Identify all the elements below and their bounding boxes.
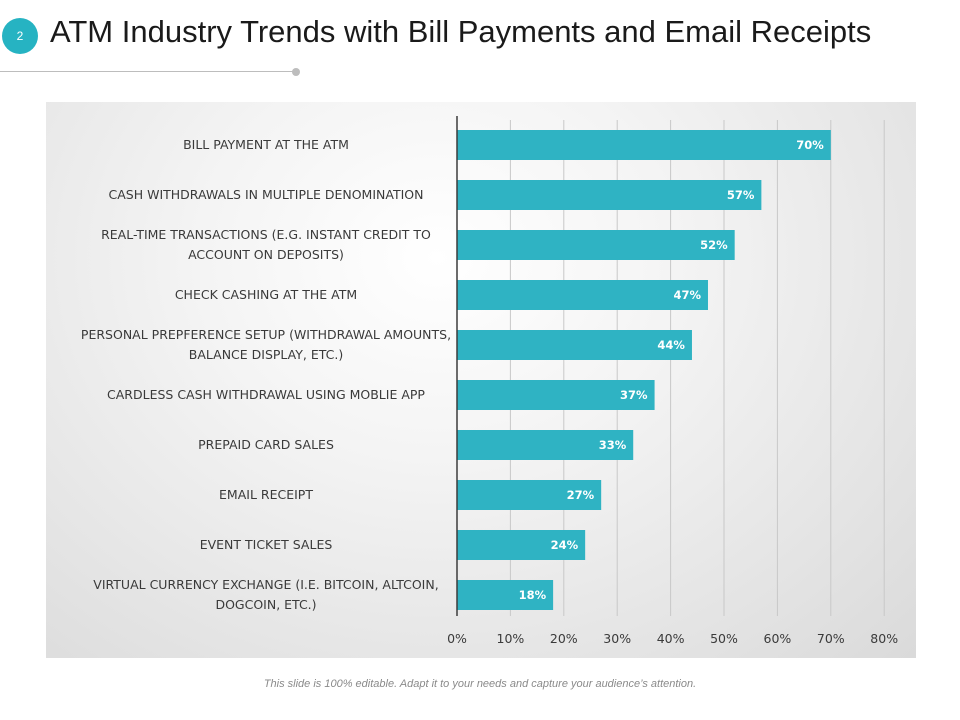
bar bbox=[457, 480, 602, 510]
footer-note: This slide is 100% editable. Adapt it to… bbox=[263, 678, 697, 690]
bar-value-label: 37% bbox=[620, 388, 648, 402]
bar-chart: 70% BILL PAYMENT AT THE ATM 57% CASH WITHDR… bbox=[81, 116, 898, 646]
bar-value-label: 70% bbox=[796, 138, 824, 152]
bar bbox=[457, 430, 634, 460]
category-label: CARDLESS CASH WITHDRAWAL USING MOBLIE AP… bbox=[107, 387, 425, 402]
category-label: BILL PAYMENT AT THE ATM bbox=[183, 137, 349, 152]
bar-value-label: 18% bbox=[519, 588, 547, 602]
bar-value-label: 47% bbox=[673, 288, 701, 302]
category-label: BALANCE DISPLAY, ETC.) bbox=[189, 347, 343, 362]
bar bbox=[457, 230, 735, 260]
x-tick-label: 40% bbox=[657, 631, 685, 646]
x-tick-label: 20% bbox=[550, 631, 578, 646]
bar-value-label: 52% bbox=[700, 238, 728, 252]
x-tick-label: 0% bbox=[447, 631, 467, 646]
slide-number-badge: 2 bbox=[2, 18, 38, 54]
category-label: ACCOUNT ON DEPOSITS) bbox=[188, 247, 344, 262]
category-label: PERSONAL PREPFERENCE SETUP (WITHDRAWAL A… bbox=[81, 327, 451, 342]
bar bbox=[457, 380, 655, 410]
chart-area: 70% BILL PAYMENT AT THE ATM 57% CASH WITHDR… bbox=[46, 102, 916, 658]
category-label: REAL-TIME TRANSACTIONS (E.G. INSTANT CRE… bbox=[101, 227, 431, 242]
category-label: EMAIL RECEIPT bbox=[219, 487, 313, 502]
page-title: ATM Industry Trends with Bill Payments a… bbox=[50, 14, 872, 49]
x-tick-label: 10% bbox=[497, 631, 525, 646]
x-tick-label: 80% bbox=[870, 631, 898, 646]
x-tick-label: 50% bbox=[710, 631, 738, 646]
bar bbox=[457, 330, 692, 360]
bar-value-label: 44% bbox=[657, 338, 685, 352]
category-label: VIRTUAL CURRENCY EXCHANGE (I.E. BITCOIN,… bbox=[93, 577, 438, 592]
bar bbox=[457, 580, 554, 610]
x-tick-label: 70% bbox=[817, 631, 845, 646]
bar-value-label: 27% bbox=[567, 488, 595, 502]
bar-value-label: 33% bbox=[599, 438, 627, 452]
bar-value-label: 24% bbox=[551, 538, 579, 552]
category-label: DOGCOIN, ETC.) bbox=[215, 597, 316, 612]
category-label: EVENT TICKET SALES bbox=[200, 537, 333, 552]
bar bbox=[457, 530, 586, 560]
bar bbox=[457, 280, 708, 310]
category-label: PREPAID CARD SALES bbox=[198, 437, 334, 452]
bar-value-label: 57% bbox=[727, 188, 755, 202]
x-tick-label: 30% bbox=[603, 631, 631, 646]
category-label: CHECK CASHING AT THE ATM bbox=[175, 287, 357, 302]
title-underline bbox=[0, 71, 294, 72]
bar bbox=[457, 130, 831, 160]
title-underline-dot bbox=[292, 68, 300, 76]
category-label: CASH WITHDRAWALS IN MULTIPLE DENOMINATIO… bbox=[109, 187, 424, 202]
x-tick-label: 60% bbox=[764, 631, 792, 646]
bar bbox=[457, 180, 762, 210]
